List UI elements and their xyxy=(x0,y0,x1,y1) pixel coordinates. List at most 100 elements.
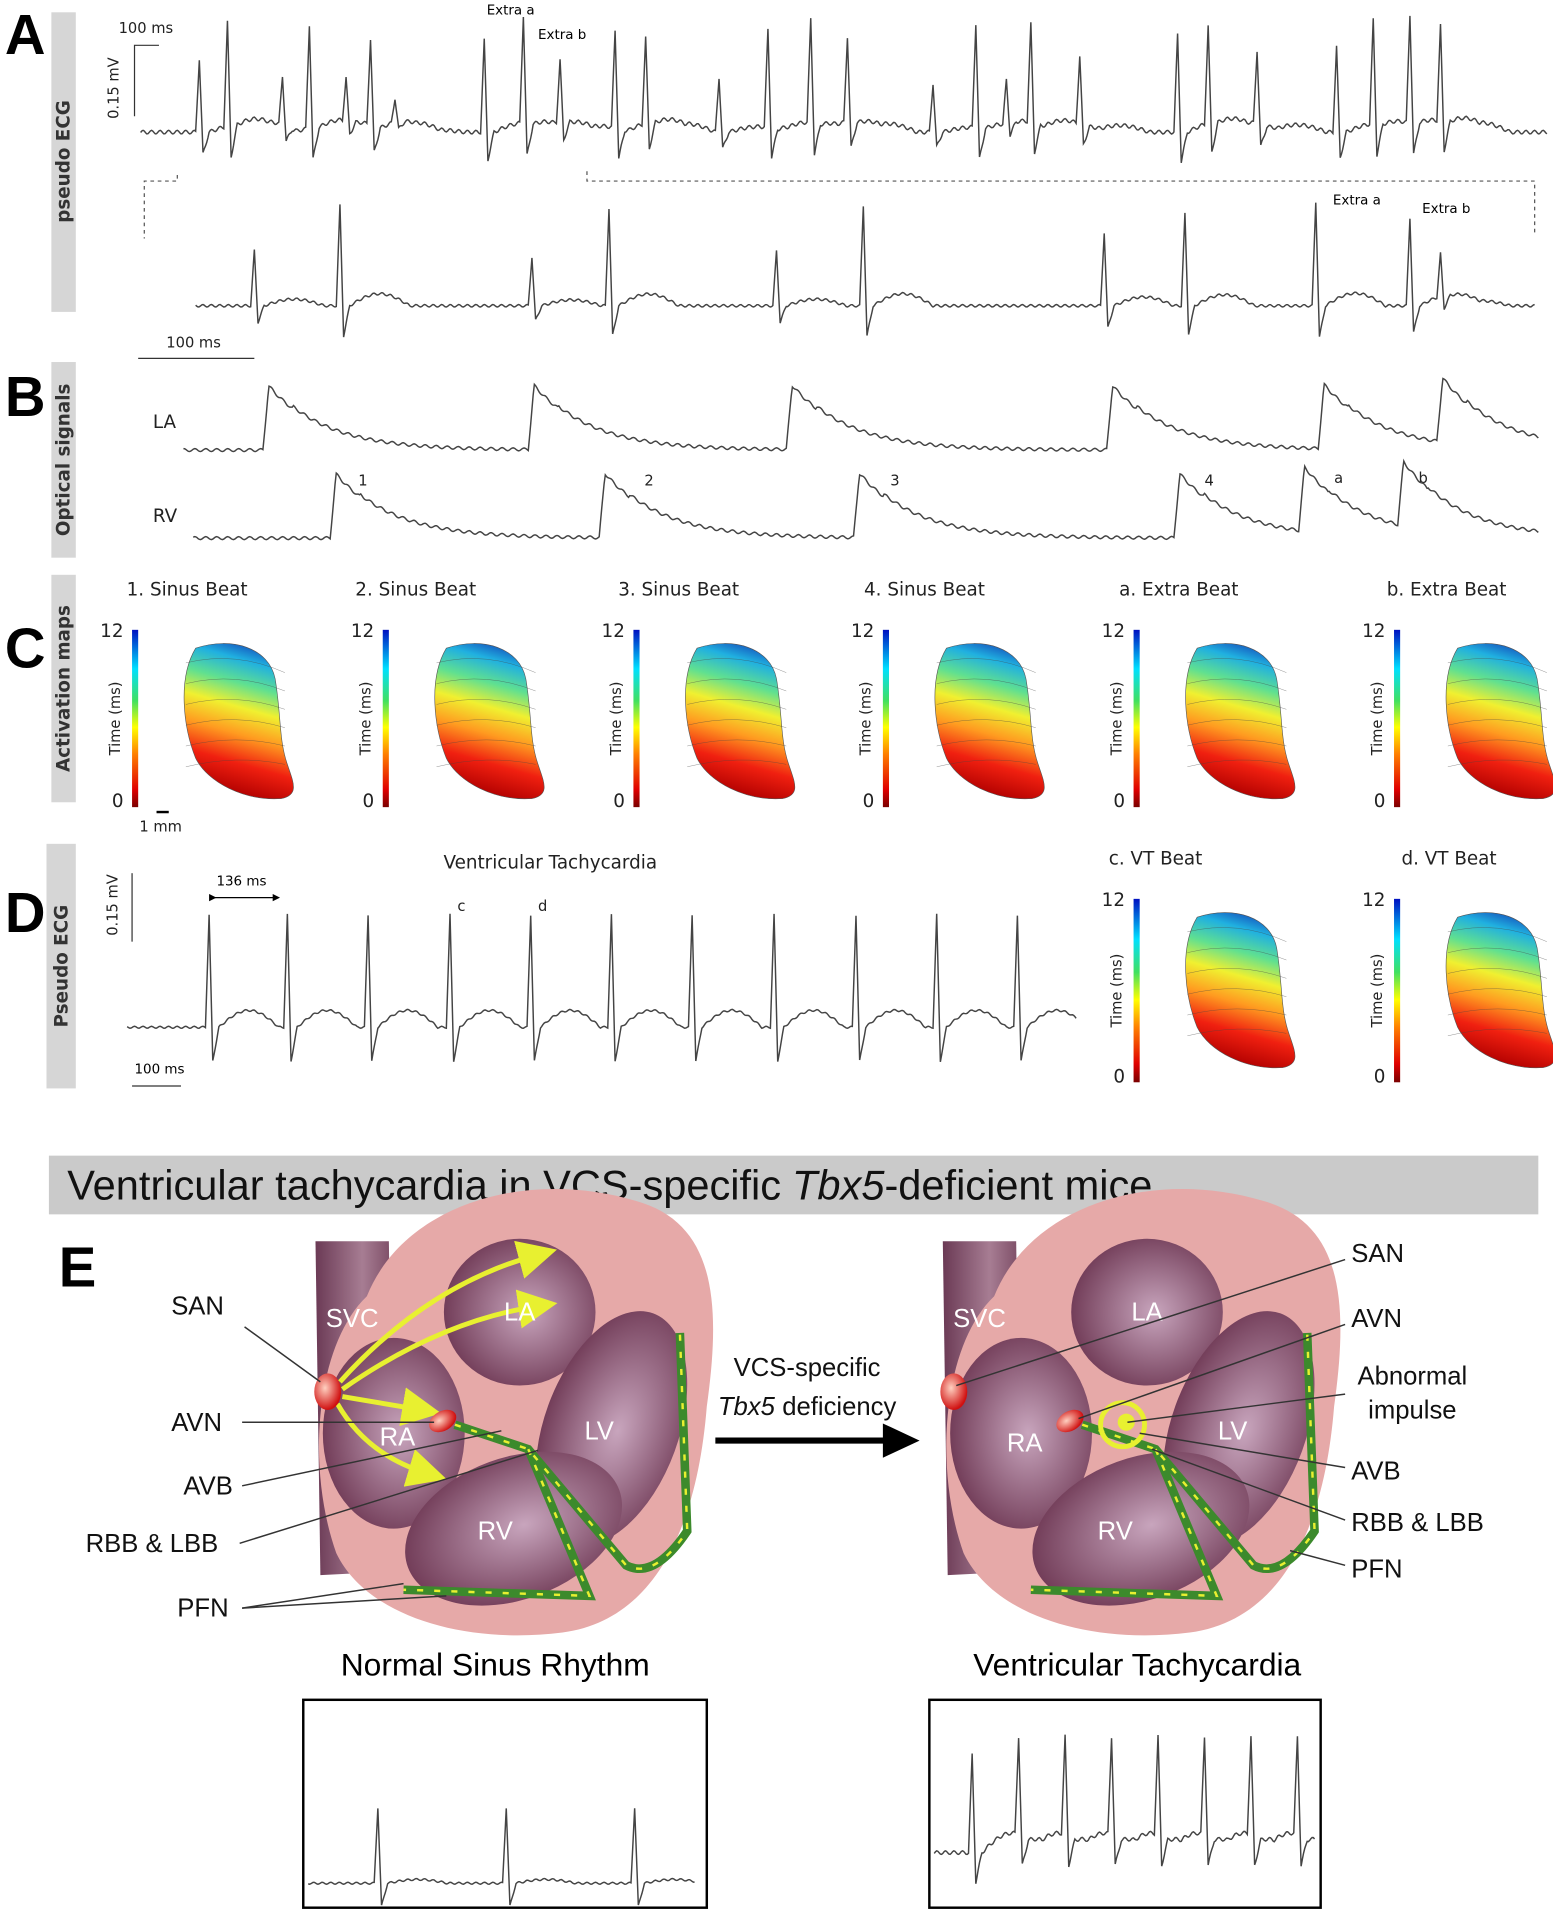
map-title: c. VT Beat xyxy=(1109,849,1203,870)
isochrone xyxy=(185,759,285,768)
isochrone xyxy=(436,739,536,747)
colorbar xyxy=(1133,629,1140,808)
panel-letter: C xyxy=(5,617,46,680)
chamber-label: LA xyxy=(504,1299,536,1327)
arrow-text: deficiency xyxy=(782,1393,896,1421)
isochrone xyxy=(185,699,286,710)
beat-label: 4 xyxy=(1204,473,1213,490)
trace-label: LA xyxy=(153,412,177,433)
side-bar xyxy=(46,843,76,1089)
beat-label: 3 xyxy=(890,473,899,490)
isochrone xyxy=(1447,968,1547,979)
isochrone xyxy=(1447,1028,1547,1037)
optical-trace xyxy=(192,458,1539,541)
isochrone xyxy=(1187,947,1287,961)
isochrone xyxy=(1447,699,1547,710)
activation-map: d. VT Beat 12 0 Time (ms) xyxy=(1362,849,1553,1087)
isochrone xyxy=(185,739,285,747)
side-bar xyxy=(51,362,76,558)
colorbar-min: 0 xyxy=(112,791,124,812)
colorbar-min: 0 xyxy=(1374,1066,1386,1087)
isochrone xyxy=(687,719,787,728)
chamber-labels: SVC LA RA LV RV xyxy=(326,1299,614,1546)
chamber-label: SVC xyxy=(953,1305,1006,1333)
map-title: 3. Sinus Beat xyxy=(618,580,739,601)
beat-label: 1 xyxy=(358,473,367,490)
colorbar-label: Time (ms) xyxy=(1108,682,1125,757)
chamber-label: RA xyxy=(380,1423,417,1451)
isochrone xyxy=(936,658,1036,673)
colorbar-max: 12 xyxy=(851,621,874,642)
map-title: b. Extra Beat xyxy=(1387,580,1507,601)
chamber-label: LA xyxy=(1131,1299,1163,1327)
colorbar-max: 12 xyxy=(1102,621,1125,642)
isochrone xyxy=(1187,699,1287,710)
isochrone xyxy=(185,658,286,673)
isochrone xyxy=(1187,927,1287,942)
traces xyxy=(126,15,1548,1906)
isochrone xyxy=(1187,1028,1287,1037)
scale-bar xyxy=(133,44,159,117)
annotation: Extra b xyxy=(1422,202,1470,217)
chamber-label: RV xyxy=(1098,1518,1133,1546)
isochrone xyxy=(436,719,536,728)
colorbar-max: 12 xyxy=(351,621,374,642)
chamber-label: RA xyxy=(1007,1430,1044,1458)
structure-label: Abnormal xyxy=(1357,1362,1467,1390)
waveform xyxy=(140,15,1548,163)
isochrone xyxy=(436,678,536,692)
scale-label: 0.15 mV xyxy=(106,57,123,119)
map-shape xyxy=(1445,912,1553,1069)
activation-map: 3. Sinus Beat 12 0 Time (ms) xyxy=(602,580,796,812)
scale-label: 100 ms xyxy=(119,20,174,37)
side-label: Optical signals xyxy=(54,383,75,536)
map-shape xyxy=(1185,912,1296,1069)
map-shape xyxy=(434,643,545,800)
map-shape xyxy=(934,643,1045,800)
colorbar xyxy=(132,629,139,808)
isochrone xyxy=(687,739,787,747)
colorbar-max: 12 xyxy=(1102,890,1125,911)
isochrone xyxy=(1447,1008,1547,1016)
san-node xyxy=(314,1373,342,1411)
isochrone xyxy=(1187,658,1287,673)
structure-label: AVN xyxy=(1351,1305,1402,1333)
scale-label: 100 ms xyxy=(166,334,221,351)
structure-label: impulse xyxy=(1368,1397,1456,1425)
ecg-box xyxy=(928,1698,1322,1909)
isochrone xyxy=(1447,988,1547,997)
banner-text: Ventricular tachycardia in VCS-specific xyxy=(67,1162,781,1209)
map-title: 4. Sinus Beat xyxy=(864,580,985,601)
panel-letter: E xyxy=(59,1235,97,1298)
isochrone xyxy=(185,678,286,692)
structure-label: SAN xyxy=(171,1293,224,1321)
structure-label: AVB xyxy=(183,1472,232,1500)
beat-label: c xyxy=(457,898,465,915)
ecg-box xyxy=(302,1698,709,1909)
colorbar xyxy=(1394,898,1401,1083)
arrow-label: Tbx5 deficiency xyxy=(718,1393,897,1421)
leader-lines xyxy=(956,1258,1346,1567)
activation-map: a. Extra Beat 12 0 Time (ms) xyxy=(1102,580,1296,812)
waveform xyxy=(933,1734,1316,1884)
beat-label: 2 xyxy=(644,473,653,490)
san-node xyxy=(940,1373,968,1411)
side-label: Activation maps xyxy=(54,605,75,772)
colorbar xyxy=(1394,629,1401,808)
beat-label: a xyxy=(1334,470,1343,487)
isochrone xyxy=(436,658,536,673)
panel-letter: D xyxy=(5,881,46,944)
activation-map: c. VT Beat 12 0 Time (ms) xyxy=(1102,849,1296,1087)
chamber-label: SVC xyxy=(326,1305,379,1333)
side-label: Pseudo ECG xyxy=(51,905,72,1028)
colorbar-max: 12 xyxy=(1362,890,1385,911)
colorbar-min: 0 xyxy=(363,791,375,812)
map-shape xyxy=(685,643,796,800)
structure-label: AVB xyxy=(1351,1458,1400,1486)
interval-label: 136 ms xyxy=(216,874,266,889)
colorbar-label: Time (ms) xyxy=(358,682,375,757)
colorbar-label: Time (ms) xyxy=(858,682,875,757)
